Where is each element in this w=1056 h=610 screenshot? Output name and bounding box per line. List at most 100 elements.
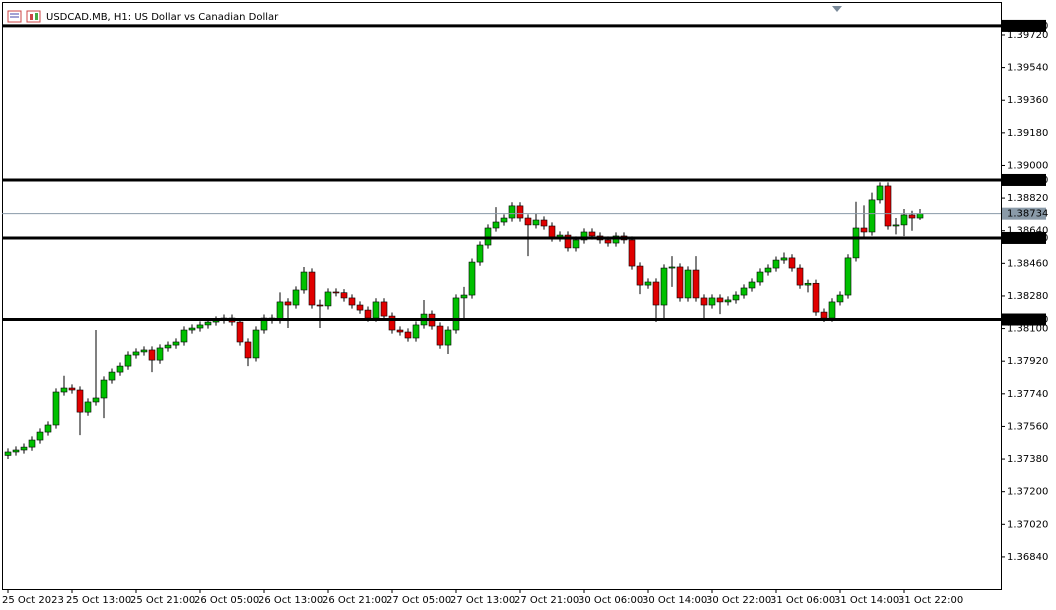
x-tick-label: 30 Oct 22:00 (706, 595, 771, 606)
candle-body (340, 292, 348, 299)
candle-body (372, 301, 380, 319)
candle-body (412, 324, 420, 339)
candle-body (884, 185, 892, 227)
candle-body (740, 287, 748, 296)
candle-body (660, 267, 668, 306)
y-tick-label: 1.39720 (1007, 30, 1048, 41)
y-tick-label: 1.37740 (1007, 389, 1048, 400)
candle-body (164, 344, 172, 349)
candle-body (844, 257, 852, 296)
candle-body (284, 301, 292, 306)
current-price-box (1002, 207, 1046, 220)
x-tick-label: 31 Oct 06:00 (770, 595, 835, 606)
candle-body (692, 269, 700, 299)
candle-body (132, 351, 140, 356)
candle-body (668, 266, 676, 269)
candle-body (196, 324, 204, 329)
shift-marker (832, 6, 842, 12)
y-tick-label: 1.37380 (1007, 454, 1048, 465)
axis-layer: 1.36840 1.37020 1.37200 1.37380 1.37560 1.377… (2, 30, 1048, 606)
candle-body (636, 265, 644, 286)
candle-body (892, 224, 900, 227)
candle-body (612, 235, 620, 244)
level-box (1002, 313, 1046, 326)
candle-body (916, 213, 924, 219)
candle-body (572, 239, 580, 249)
candle-body (244, 341, 252, 359)
icon (30, 14, 33, 20)
candle-body (44, 424, 52, 433)
candle-body (444, 329, 452, 346)
x-tick-label: 26 Oct 05:00 (194, 595, 259, 606)
candle-body (68, 387, 76, 391)
candle-body (564, 234, 572, 249)
candle-body (836, 294, 844, 303)
x-tick-label: 31 Oct 14:00 (834, 595, 899, 606)
candle-body (180, 329, 188, 343)
x-tick-label: 31 Oct 22:00 (898, 595, 963, 606)
candle-body (324, 291, 332, 307)
y-tick-label: 1.37920 (1007, 356, 1048, 367)
candle-body (188, 327, 196, 331)
candle-body (300, 271, 308, 291)
candle-body (316, 304, 324, 307)
candle-body (492, 221, 500, 229)
candle-body (92, 397, 100, 403)
x-tick-label: 30 Oct 14:00 (642, 595, 707, 606)
candle-body (540, 219, 548, 227)
x-tick-label: 27 Oct 13:00 (450, 595, 515, 606)
candle-body (812, 282, 820, 313)
candle-body (84, 401, 92, 413)
y-tick-label: 1.39000 (1007, 160, 1048, 171)
candle-body (4, 451, 12, 456)
candle-body (76, 389, 84, 413)
y-tick-label: 1.39540 (1007, 63, 1048, 74)
candle-body (292, 289, 300, 306)
candle-body (156, 347, 164, 361)
candle-body (148, 349, 156, 361)
candle-body (116, 365, 124, 373)
candle-body (652, 281, 660, 306)
candle-body (644, 281, 652, 286)
candles (4, 182, 924, 460)
candle-body (684, 269, 692, 299)
candle-body (348, 297, 356, 306)
candle-body (476, 244, 484, 263)
y-tick-label: 1.38820 (1007, 193, 1048, 204)
candle-body (364, 309, 372, 319)
candle-body (764, 267, 772, 273)
y-tick-label: 1.39360 (1007, 95, 1048, 106)
x-tick-label: 30 Oct 06:00 (578, 595, 643, 606)
candle-body (756, 271, 764, 283)
candle-body (852, 227, 860, 259)
candle-body (332, 291, 340, 294)
candle-body (404, 331, 412, 339)
candle-body (204, 321, 212, 326)
x-tick-label: 27 Oct 21:00 (514, 595, 579, 606)
y-tick-label: 1.38100 (1007, 324, 1048, 335)
candle-body (780, 257, 788, 261)
title-icons (7, 10, 41, 23)
candle-body (548, 225, 556, 239)
candle-body (140, 349, 148, 353)
candle-body (20, 446, 28, 451)
icon (26, 10, 41, 23)
candle-body (60, 387, 68, 393)
candle-body (108, 371, 116, 381)
candle-body (52, 391, 60, 426)
candle-body (276, 301, 284, 321)
candle-body (28, 439, 36, 448)
candle-body (820, 311, 828, 319)
candle-body (604, 239, 612, 244)
candle-body (380, 301, 388, 317)
candle-body (124, 354, 132, 367)
level-label: 1.38150 (1007, 315, 1048, 326)
candle-body (628, 239, 636, 267)
candle-body (532, 219, 540, 226)
x-tick-label: 27 Oct 05:00 (386, 595, 451, 606)
x-tick-label: 25 Oct 13:00 (66, 595, 131, 606)
candle-body (724, 299, 732, 303)
candle-body (828, 301, 836, 319)
